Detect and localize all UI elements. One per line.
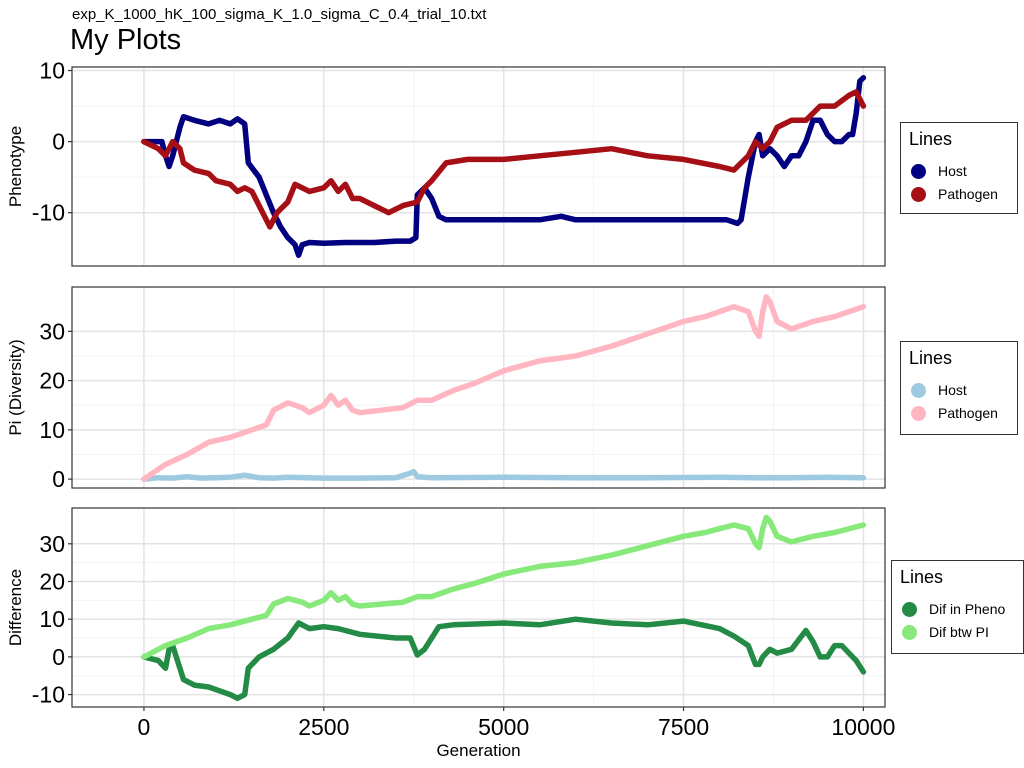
legend-title: Lines (909, 129, 953, 149)
legend-label: Dif in Pheno (929, 601, 1006, 617)
y-axis-label: Difference (6, 569, 25, 646)
panel-1: 0 10 20 30 Pi (Diversity) (6, 286, 886, 492)
file-name-subtitle: exp_K_1000_hK_100_sigma_K_1.0_sigma_C_0.… (72, 6, 487, 23)
legend-item-dif-btw-pi: Dif btw PI (902, 621, 989, 643)
panel-0: -10 0 10 Phenotype (6, 58, 886, 267)
y-axis-label: Pi (Diversity) (6, 339, 25, 435)
legend-diversity: Lines Host Pathogen (900, 341, 1018, 435)
series-line-dif-btw-pi (141, 514, 867, 660)
y-tick-label: -10 (32, 200, 65, 226)
series-line-host (141, 74, 867, 259)
panel-2: -10 0 10 20 30 Difference 0 2500 5000 7500 10000 Ge… (6, 507, 895, 760)
legend-key-dot (911, 405, 926, 421)
y-tick-label: 20 (39, 568, 65, 594)
series-line-pathogen (141, 89, 867, 230)
legend-title: Lines (909, 348, 953, 368)
legend-key-dot (911, 163, 926, 179)
x-tick-label: 10000 (831, 714, 895, 740)
y-tick-label: 30 (39, 318, 65, 344)
panel-border (71, 507, 886, 708)
y-tick-label: 10 (39, 58, 65, 84)
series-line-dif-in-pheno (141, 616, 867, 702)
y-tick-label: -10 (32, 682, 65, 708)
page-title: My Plots (70, 24, 182, 56)
x-tick-label: 7500 (658, 714, 709, 740)
legend-item-pathogen: Pathogen (911, 183, 998, 205)
y-axis-label: Phenotype (6, 126, 25, 207)
legend-difference: Lines Dif in Pheno Dif btw PI (891, 560, 1024, 654)
legend-item-host: Host (911, 379, 967, 401)
y-tick-label: 30 (39, 531, 65, 557)
legend-key-dot (902, 624, 917, 640)
legend-label: Pathogen (938, 405, 998, 421)
series-line-pathogen (141, 294, 867, 482)
legend-key-dot (902, 601, 917, 617)
legend-item-dif-in-pheno: Dif in Pheno (902, 598, 1005, 620)
y-tick-label: 0 (52, 129, 65, 155)
legend-label: Dif btw PI (929, 624, 989, 640)
panel-border (71, 286, 886, 489)
legend-key-dot (911, 186, 926, 202)
y-tick-label: 0 (52, 644, 65, 670)
y-tick-label: 0 (52, 466, 65, 492)
panel-border (71, 66, 886, 267)
legend-title: Lines (900, 567, 944, 587)
y-tick-label: 10 (39, 417, 65, 443)
series-line-host (141, 468, 867, 482)
legend-label: Host (938, 163, 967, 179)
y-tick-label: 20 (39, 368, 65, 394)
legend-key-dot (911, 382, 926, 398)
x-axis-label: Generation (436, 741, 520, 760)
y-tick-label: 10 (39, 606, 65, 632)
legend-phenotype: Lines Host Pathogen (900, 122, 1018, 214)
x-tick-label: 5000 (478, 714, 529, 740)
legend-label: Pathogen (938, 186, 998, 202)
legend-item-host: Host (911, 160, 967, 182)
x-tick-label: 0 (138, 714, 151, 740)
legend-label: Host (938, 382, 967, 398)
legend-item-pathogen: Pathogen (911, 402, 998, 424)
x-tick-label: 2500 (298, 714, 349, 740)
